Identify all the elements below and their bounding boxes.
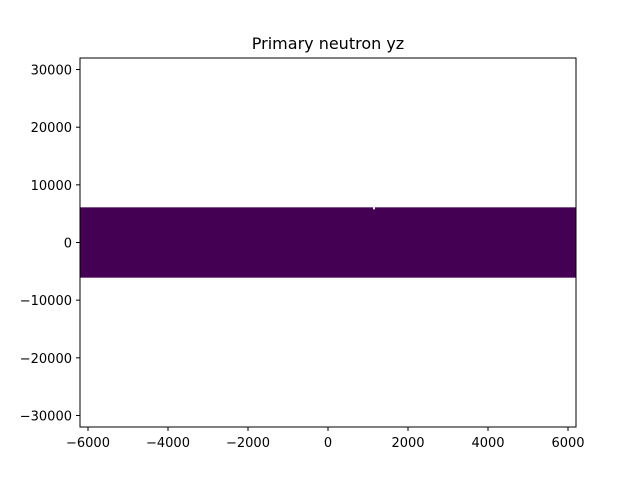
x-tick-label: 0: [324, 436, 332, 451]
heatmap-empty-cell: [373, 207, 375, 210]
x-tick-label: 6000: [551, 436, 584, 451]
y-tick-label: 20000: [31, 121, 72, 136]
x-tick-label: 2000: [391, 436, 424, 451]
y-tick-label: 0: [64, 237, 72, 252]
x-tick-label: −2000: [226, 436, 270, 451]
y-tick-label: −20000: [20, 352, 72, 367]
chart-title: Primary neutron yz: [252, 34, 404, 53]
x-tick-label: 4000: [471, 436, 504, 451]
y-tick-label: −10000: [20, 294, 72, 309]
y-tick-label: 10000: [31, 179, 72, 194]
x-tick-label: −6000: [66, 436, 110, 451]
y-axis: −30000 −20000 −10000 0 10000 20000 30000: [20, 64, 80, 424]
plot-area: [80, 207, 576, 278]
axes-frame: [79, 57, 577, 428]
heatmap-filled-band: [80, 207, 576, 278]
y-tick-label: 30000: [31, 64, 72, 79]
x-tick-label: −4000: [146, 436, 190, 451]
y-tick-label: −30000: [20, 409, 72, 424]
x-axis: −6000 −4000 −2000 0 2000 4000 6000: [66, 427, 585, 451]
